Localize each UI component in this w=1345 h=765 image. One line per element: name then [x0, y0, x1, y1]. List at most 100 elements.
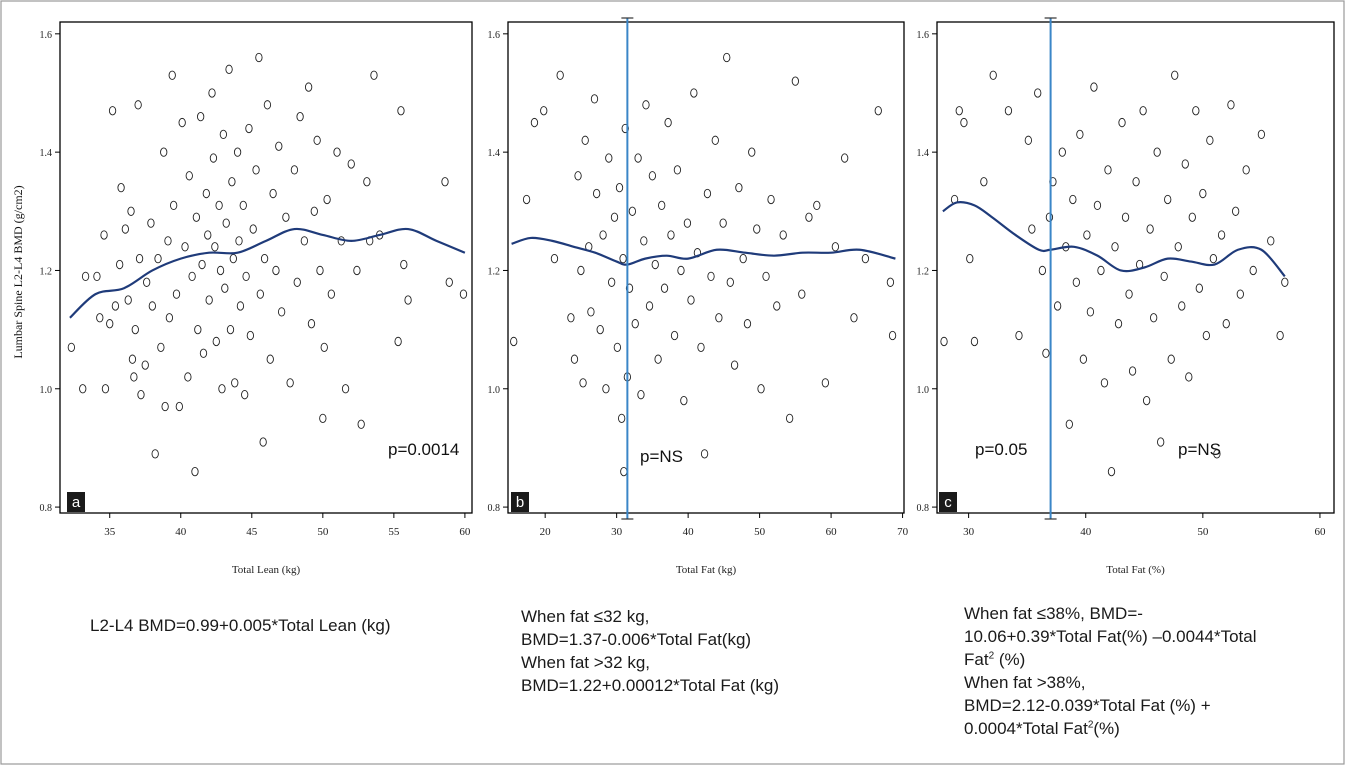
data-point [579, 378, 587, 388]
equation-b-line-4: BMD=1.22+0.00012*Total Fat (kg) [521, 676, 779, 695]
data-point [172, 289, 181, 299]
data-point [735, 182, 743, 193]
data-point [191, 466, 199, 477]
data-point [221, 283, 229, 293]
data-point [1231, 206, 1240, 216]
x-tick-label: 40 [175, 526, 187, 538]
data-point [269, 188, 277, 199]
data-point [370, 70, 378, 80]
equation-c-line-3-text: Fat [964, 650, 989, 669]
x-axis-label: Total Fat (%) [1106, 564, 1165, 576]
smooth-line [942, 201, 1286, 278]
data-point [581, 135, 589, 145]
x-tick-label: 60 [459, 526, 471, 538]
data-point [151, 449, 159, 459]
x-axis-label: Total Fat (kg) [676, 564, 737, 576]
data-point [1121, 212, 1130, 222]
equation-a: L2-L4 BMD=0.99+0.005*Total Lean (kg) [90, 614, 391, 637]
data-point [743, 319, 752, 329]
data-point [219, 129, 228, 140]
data-point [397, 106, 405, 116]
data-point [1257, 129, 1266, 140]
data-point [164, 236, 172, 246]
data-point [211, 242, 219, 252]
smooth-line [69, 227, 466, 319]
data-point [1034, 88, 1042, 98]
data-point [127, 206, 135, 216]
data-point [363, 177, 371, 187]
data-point [1160, 271, 1168, 282]
data-point [592, 188, 601, 199]
data-point [1104, 165, 1112, 175]
data-point [353, 265, 361, 276]
data-point [1069, 194, 1077, 205]
data-point [596, 324, 604, 335]
data-point [106, 319, 114, 329]
data-point [1132, 177, 1140, 187]
data-point [1281, 277, 1289, 287]
data-point [441, 177, 449, 187]
data-point [1153, 147, 1161, 157]
data-point [821, 378, 830, 388]
data-point [1209, 253, 1218, 264]
data-point [137, 390, 145, 400]
y-tick-label: 1.4 [917, 148, 930, 159]
data-point [637, 390, 645, 400]
x-tick-label: 50 [1197, 526, 1209, 538]
data-point [1100, 378, 1109, 388]
data-point [748, 147, 756, 157]
data-point [1072, 277, 1081, 287]
data-point [277, 307, 286, 317]
data-point [753, 224, 761, 234]
equation-c-line-2: 10.06+0.39*Total Fat(%) –0.0044*Total [964, 627, 1257, 646]
data-point [300, 236, 309, 246]
data-point [530, 117, 539, 128]
data-point [208, 88, 216, 98]
data-point [1083, 230, 1091, 240]
data-point [522, 194, 531, 205]
data-point [1079, 354, 1088, 364]
panel-letter: b [516, 494, 524, 511]
data-point [667, 230, 675, 240]
x-tick-label: 60 [826, 526, 838, 538]
data-point [1164, 194, 1172, 205]
data-point [242, 271, 250, 282]
panel-letter: c [944, 494, 952, 511]
p-value: p=NS [1178, 440, 1221, 459]
data-point [1118, 117, 1126, 128]
equation-b-line-3: When fat >32 kg, [521, 653, 650, 672]
data-point [178, 117, 186, 128]
data-point [116, 259, 124, 270]
data-point [726, 277, 734, 287]
y-tick-label: 0.8 [40, 503, 53, 514]
data-point [634, 153, 642, 163]
data-point [1107, 466, 1116, 477]
data-point [1065, 419, 1073, 429]
data-point [100, 230, 108, 240]
data-point [93, 271, 101, 282]
data-point [670, 330, 679, 341]
data-point [642, 100, 650, 110]
data-point [130, 372, 138, 382]
data-point [510, 336, 518, 347]
data-point [255, 52, 263, 63]
data-point [723, 52, 731, 63]
equation-c-line-3: Fat2 (%) [964, 648, 1257, 671]
data-point [135, 253, 144, 264]
data-point [259, 437, 267, 447]
data-point [874, 106, 882, 116]
data-point [319, 413, 327, 423]
data-point [574, 171, 582, 181]
p-value: p=0.0014 [388, 440, 459, 459]
data-point [235, 236, 243, 246]
data-point [850, 313, 858, 323]
panel-letter: a [72, 494, 81, 511]
equation-c-line-3-sup: 2 [988, 650, 995, 662]
data-point [1185, 372, 1193, 382]
data-point [282, 212, 290, 222]
data-point [215, 200, 223, 211]
panel-letter-box [511, 492, 529, 512]
data-point [658, 200, 666, 211]
panel-b: 20 30 40 50 60 70 0.8 1.0 1.2 1.4 1.6 Total Fat (kg… [488, 17, 909, 576]
y-tick-label: 1.0 [40, 385, 53, 396]
